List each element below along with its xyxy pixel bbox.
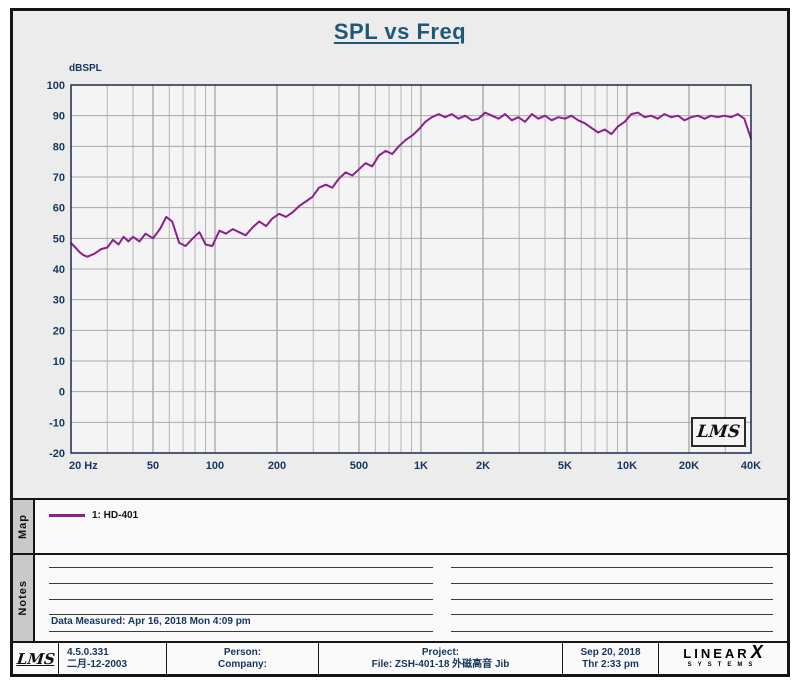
svg-text:60: 60 [53,203,65,215]
lms-watermark: LMS [691,417,746,447]
notes-strip-label: Notes [13,555,35,642]
linearx-x: X [750,642,763,663]
svg-text:0: 0 [59,387,65,399]
notes-rule-line [49,583,433,585]
svg-text:2K: 2K [476,460,490,472]
svg-text:10K: 10K [617,460,637,472]
notes-rule-line [451,614,773,616]
svg-text:-10: -10 [49,417,65,429]
svg-text:80: 80 [53,141,65,153]
svg-text:1K: 1K [414,460,428,472]
footer-project-block: Project: File: ZSH-401-18 外磁高音 Jib [319,643,563,674]
file-label: File: ZSH-401-18 外磁高音 Jib [371,658,510,670]
person-label: Person: [223,646,262,658]
svg-text:90: 90 [53,111,65,123]
chart-section: SPL vs Freq dBSPL 20 Hz 50 100 200 500 1K 2K 5K… [13,11,787,500]
spl-frequency-plot: 20 Hz 50 100 200 500 1K 2K 5K 10K 20K 40K100908070… [47,80,762,472]
svg-text:5K: 5K [558,460,572,472]
notes-rule-line [49,599,433,601]
notes-content: Data Measured: Apr 16, 2018 Mon 4:09 pm [35,555,787,641]
notes-rule-line [451,599,773,601]
footer-date-block: Sep 20, 2018 Thr 2:33 pm [563,643,659,674]
svg-text:100: 100 [47,80,65,92]
svg-text:40K: 40K [741,460,761,472]
footer-person-block: Person: Company: [167,643,319,674]
lms-watermark-text: LMS [695,422,742,442]
print-time: Thr 2:33 pm [582,658,639,670]
svg-text:20: 20 [53,325,65,337]
notes-rule-line [49,567,433,569]
map-strip-label: Map [13,499,35,554]
legend-swatch [49,513,85,517]
svg-text:100: 100 [206,460,224,472]
curve-legend: 1: HD-401 [49,510,138,521]
footer-lms-logo: LMS [13,643,59,674]
report-frame: SPL vs Freq dBSPL 20 Hz 50 100 200 500 1K 2K 5K… [10,8,790,677]
print-date: Sep 20, 2018 [580,646,641,658]
project-label: Project: [421,646,460,658]
svg-text:10: 10 [53,356,65,368]
app-version: 4.5.0.331 [67,646,109,658]
map-section: Map 1: HD-401 [13,499,787,556]
notes-rule-line [451,583,773,585]
footer-linearx-logo: LINEAR X SYSTEMS [659,643,787,674]
app-version-date: 二月-12-2003 [67,658,128,670]
notes-rule-line [49,614,433,616]
notes-rule-line [451,567,773,569]
legend-label: 1: HD-401 [92,509,139,521]
svg-text:20 Hz: 20 Hz [69,460,98,472]
company-label: Company: [218,658,267,670]
y-axis-unit-label: dBSPL [69,63,102,74]
svg-text:40: 40 [53,264,65,276]
svg-text:500: 500 [350,460,368,472]
svg-text:50: 50 [53,233,65,245]
svg-text:-20: -20 [49,448,65,460]
lms-logo-text: LMS [15,649,56,668]
notes-section: Notes Data Measured: Apr 16, 2018 Mon 4:… [13,555,787,644]
footer-bar: LMS 4.5.0.331 二月-12-2003 Person: Company… [13,643,787,674]
footer-version-block: 4.5.0.331 二月-12-2003 [59,643,167,674]
measured-date-text: Data Measured: Apr 16, 2018 Mon 4:09 pm [51,616,251,628]
notes-rule-line [451,631,773,633]
chart-title: SPL vs Freq [333,19,467,44]
linearx-systems-text: SYSTEMS [687,662,759,669]
svg-text:50: 50 [147,460,159,472]
map-content: 1: HD-401 [35,500,787,554]
svg-text:20K: 20K [679,460,699,472]
svg-text:30: 30 [53,295,65,307]
svg-text:70: 70 [53,172,65,184]
notes-rule-line [49,631,433,633]
linearx-wordmark: LINEAR X [683,642,763,663]
svg-text:200: 200 [268,460,286,472]
